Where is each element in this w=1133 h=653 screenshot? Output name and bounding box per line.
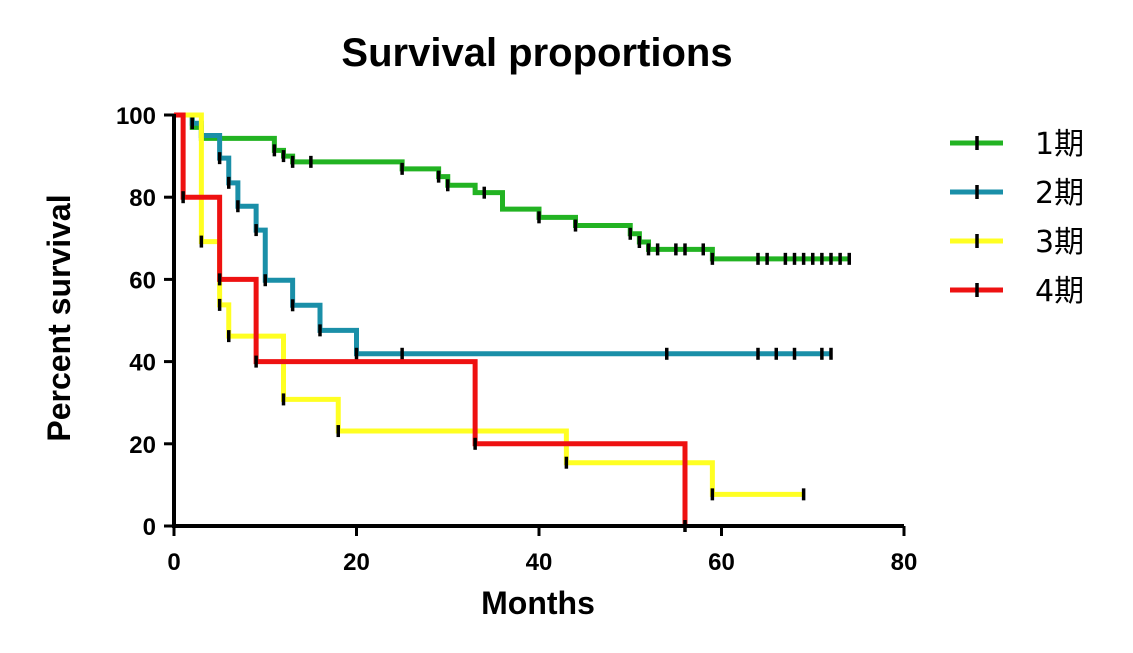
x-tick-label: 40	[526, 549, 553, 576]
x-tick-label: 60	[708, 549, 735, 576]
series-4	[174, 112, 688, 532]
x-tick-label: 20	[343, 549, 370, 576]
axes	[172, 114, 904, 528]
series-3-line	[174, 112, 804, 497]
legend-item-4: 4期	[950, 274, 1084, 309]
y-tick-label: 80	[129, 185, 156, 212]
x-ticks: 0 20 40 60 80	[167, 526, 917, 576]
legend: 1期 2期 3期 4期	[950, 127, 1084, 309]
y-tick-label: 20	[129, 432, 156, 459]
legend-item-2: 2期	[950, 176, 1084, 211]
y-tick-label: 60	[129, 267, 156, 294]
series-1-line	[174, 112, 850, 262]
y-axis-label: Percent survival	[41, 194, 77, 441]
x-axis-label: Months	[481, 585, 595, 621]
legend-label: 2期	[1035, 176, 1084, 211]
y-ticks: 0 20 40 60 80 100	[116, 103, 174, 541]
y-tick-label: 0	[143, 514, 156, 541]
y-tick-label: 100	[116, 103, 156, 130]
legend-item-3: 3期	[950, 225, 1084, 260]
x-tick-label: 0	[167, 549, 180, 576]
legend-label: 4期	[1035, 274, 1084, 309]
plot-area	[174, 112, 851, 532]
series-1	[174, 112, 851, 265]
series-4-line	[174, 112, 688, 526]
y-tick-label: 40	[129, 350, 156, 377]
chart-title: Survival proportions	[341, 31, 732, 75]
legend-label: 1期	[1035, 127, 1084, 162]
legend-item-1: 1期	[950, 127, 1084, 162]
legend-label: 3期	[1035, 225, 1084, 260]
series-3	[174, 112, 806, 501]
x-tick-label: 80	[891, 549, 918, 576]
